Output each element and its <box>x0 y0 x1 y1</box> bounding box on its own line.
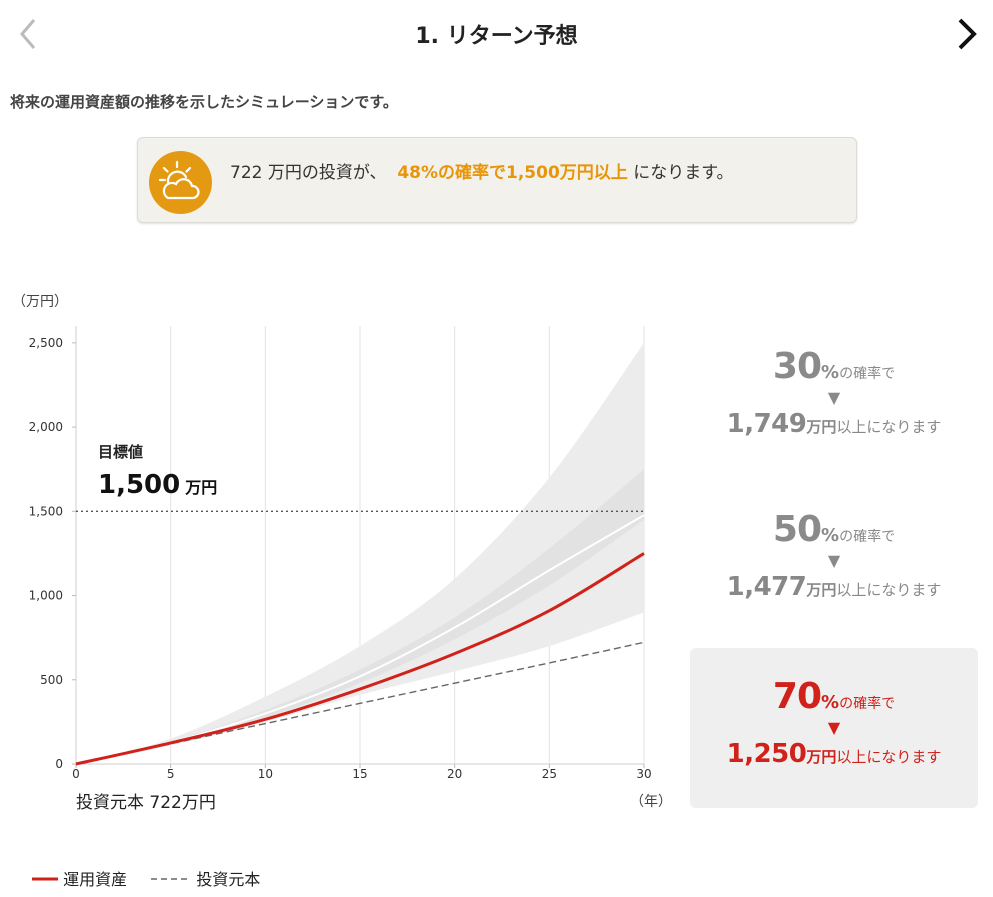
principal-line <box>75 641 645 765</box>
chevron-left-icon <box>20 19 36 49</box>
probability-label: の確率で <box>839 529 896 545</box>
x-tick-label: 20 <box>447 767 462 781</box>
percent-value: 50 <box>772 509 822 550</box>
x-tick-label: 30 <box>636 767 651 781</box>
intro-text: 将来の運用資産額の推移を示したシミュレーションです。 <box>10 93 398 111</box>
legend-swatch-asset <box>32 869 58 888</box>
amount-value: 1,749 <box>726 409 807 439</box>
target-value: 1,500 万円 <box>98 470 217 500</box>
summary-highlight: 48%の確率で1,500万円以上 <box>397 163 628 183</box>
x-tick-label: 5 <box>167 767 175 781</box>
amount-value: 1,477 <box>726 572 807 602</box>
y-tick-label: 1,000 <box>29 589 63 603</box>
chart-labels: 0 500 1,000 1,500 2,000 2,500 0 5 10 15 20 25 30 （万円）… <box>12 294 672 813</box>
legend-label-principal: 投資元本 <box>196 870 261 889</box>
asset-line <box>75 552 645 766</box>
x-tick-label: 0 <box>72 767 80 781</box>
probability-card-30: 30%の確率で ▼ 1,749万円以上になります <box>690 346 978 439</box>
x-tick-label: 15 <box>352 767 367 781</box>
page-title: 1. リターン予想 <box>415 24 578 49</box>
prev-button[interactable] <box>12 14 46 54</box>
probability-label: の確率で <box>839 366 896 382</box>
x-unit-label: （年） <box>630 794 672 810</box>
principal-label: 投資元本 722万円 <box>76 793 216 813</box>
legend-swatch-principal <box>151 869 192 888</box>
y-tick-label: 500 <box>40 673 63 687</box>
x-tick-label: 10 <box>258 767 273 781</box>
percent-value: 70 <box>772 676 822 717</box>
chart-lines <box>75 510 645 766</box>
x-tick-label: 25 <box>542 767 557 781</box>
percent-value: 30 <box>772 346 822 387</box>
chevron-right-icon <box>958 18 977 50</box>
legend-label-asset: 運用資産 <box>63 870 128 889</box>
amount-value: 1,250 <box>726 739 807 769</box>
down-arrow-icon: ▼ <box>827 718 841 737</box>
probability-card-70: 70%の確率で ▼ 1,250万円以上になります <box>690 648 978 808</box>
y-unit-label: （万円） <box>12 294 68 310</box>
probability-label: の確率で <box>839 696 896 712</box>
y-tick-label: 2,000 <box>29 420 63 434</box>
y-tick-label: 2,500 <box>29 336 63 350</box>
y-tick-label: 0 <box>55 757 63 771</box>
chart-legend: 運用資産 投資元本 <box>32 866 260 890</box>
sun-cloud-icon <box>149 151 212 214</box>
summary-box: 722 万円の投資が、 48%の確率で1,500万円以上 になります。 <box>137 137 857 223</box>
probability-card-50: 50%の確率で ▼ 1,477万円以上になります <box>690 509 978 602</box>
y-tick-label: 1,500 <box>29 504 63 518</box>
outer-range-band <box>76 342 644 764</box>
target-label: 目標値 <box>98 443 143 461</box>
summary-text: 722 万円の投資が、 48%の確率で1,500万円以上 になります。 <box>230 163 734 183</box>
chart-bands <box>76 342 644 764</box>
next-button[interactable] <box>950 14 984 54</box>
down-arrow-icon: ▼ <box>827 551 841 570</box>
down-arrow-icon: ▼ <box>827 388 841 407</box>
